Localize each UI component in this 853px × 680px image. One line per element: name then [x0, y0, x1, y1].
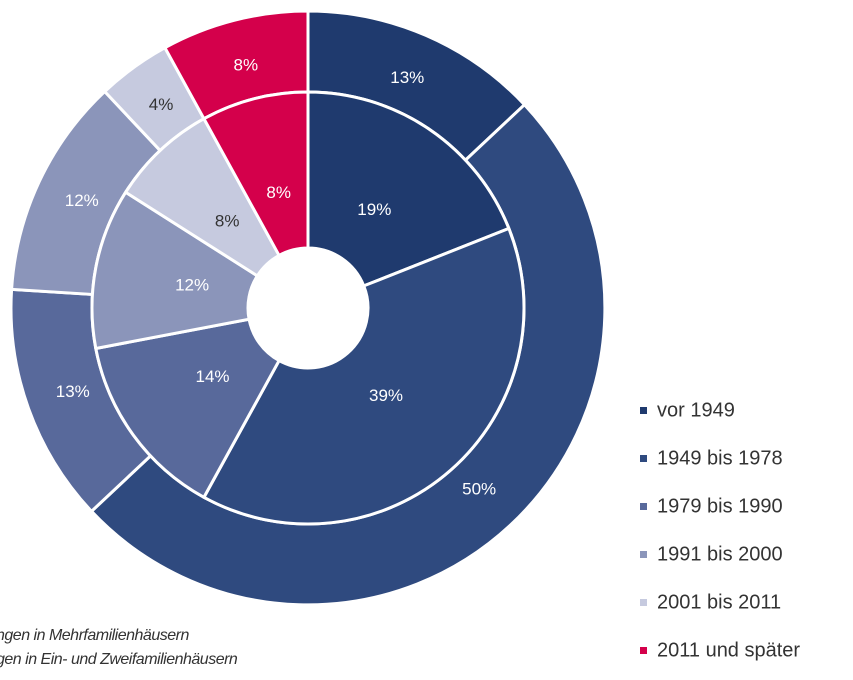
- legend-swatch: [640, 503, 647, 510]
- legend-label: 2001 bis 2011: [657, 591, 781, 613]
- legend-swatch: [640, 551, 647, 558]
- donut-slice: [306, 90, 511, 288]
- data-label: 12%: [65, 191, 99, 210]
- legend-label: vor 1949: [657, 399, 735, 421]
- legend-swatch: [640, 455, 647, 462]
- data-label: 39%: [369, 386, 403, 405]
- legend-swatch: [640, 407, 647, 414]
- data-label: 8%: [266, 183, 291, 202]
- legend-label: 1979 bis 1990: [657, 495, 783, 517]
- legend-label: 1991 bis 2000: [657, 543, 783, 565]
- donut-slice: [90, 190, 260, 351]
- data-label: 4%: [149, 95, 174, 114]
- footnote: gen in Ein- und Zweifamilienhäusern: [0, 651, 238, 668]
- legend-label: 2011 und später: [657, 639, 800, 661]
- donut-slice: [201, 90, 310, 258]
- data-label: 8%: [234, 55, 259, 74]
- legend-swatch: [640, 647, 647, 654]
- legend-swatch: [640, 599, 647, 606]
- legend-label: 1949 bis 1978: [657, 447, 783, 469]
- data-label: 12%: [175, 275, 209, 294]
- footnote: ngen in Mehrfamilienhäusern: [0, 627, 189, 644]
- data-label: 14%: [196, 367, 230, 386]
- data-label: 13%: [56, 382, 90, 401]
- donut-slice: [201, 226, 526, 526]
- data-label: 50%: [462, 480, 496, 499]
- donut-slice: [94, 317, 282, 500]
- data-label: 8%: [215, 211, 240, 230]
- data-label: 19%: [357, 200, 391, 219]
- data-label: 13%: [390, 68, 424, 87]
